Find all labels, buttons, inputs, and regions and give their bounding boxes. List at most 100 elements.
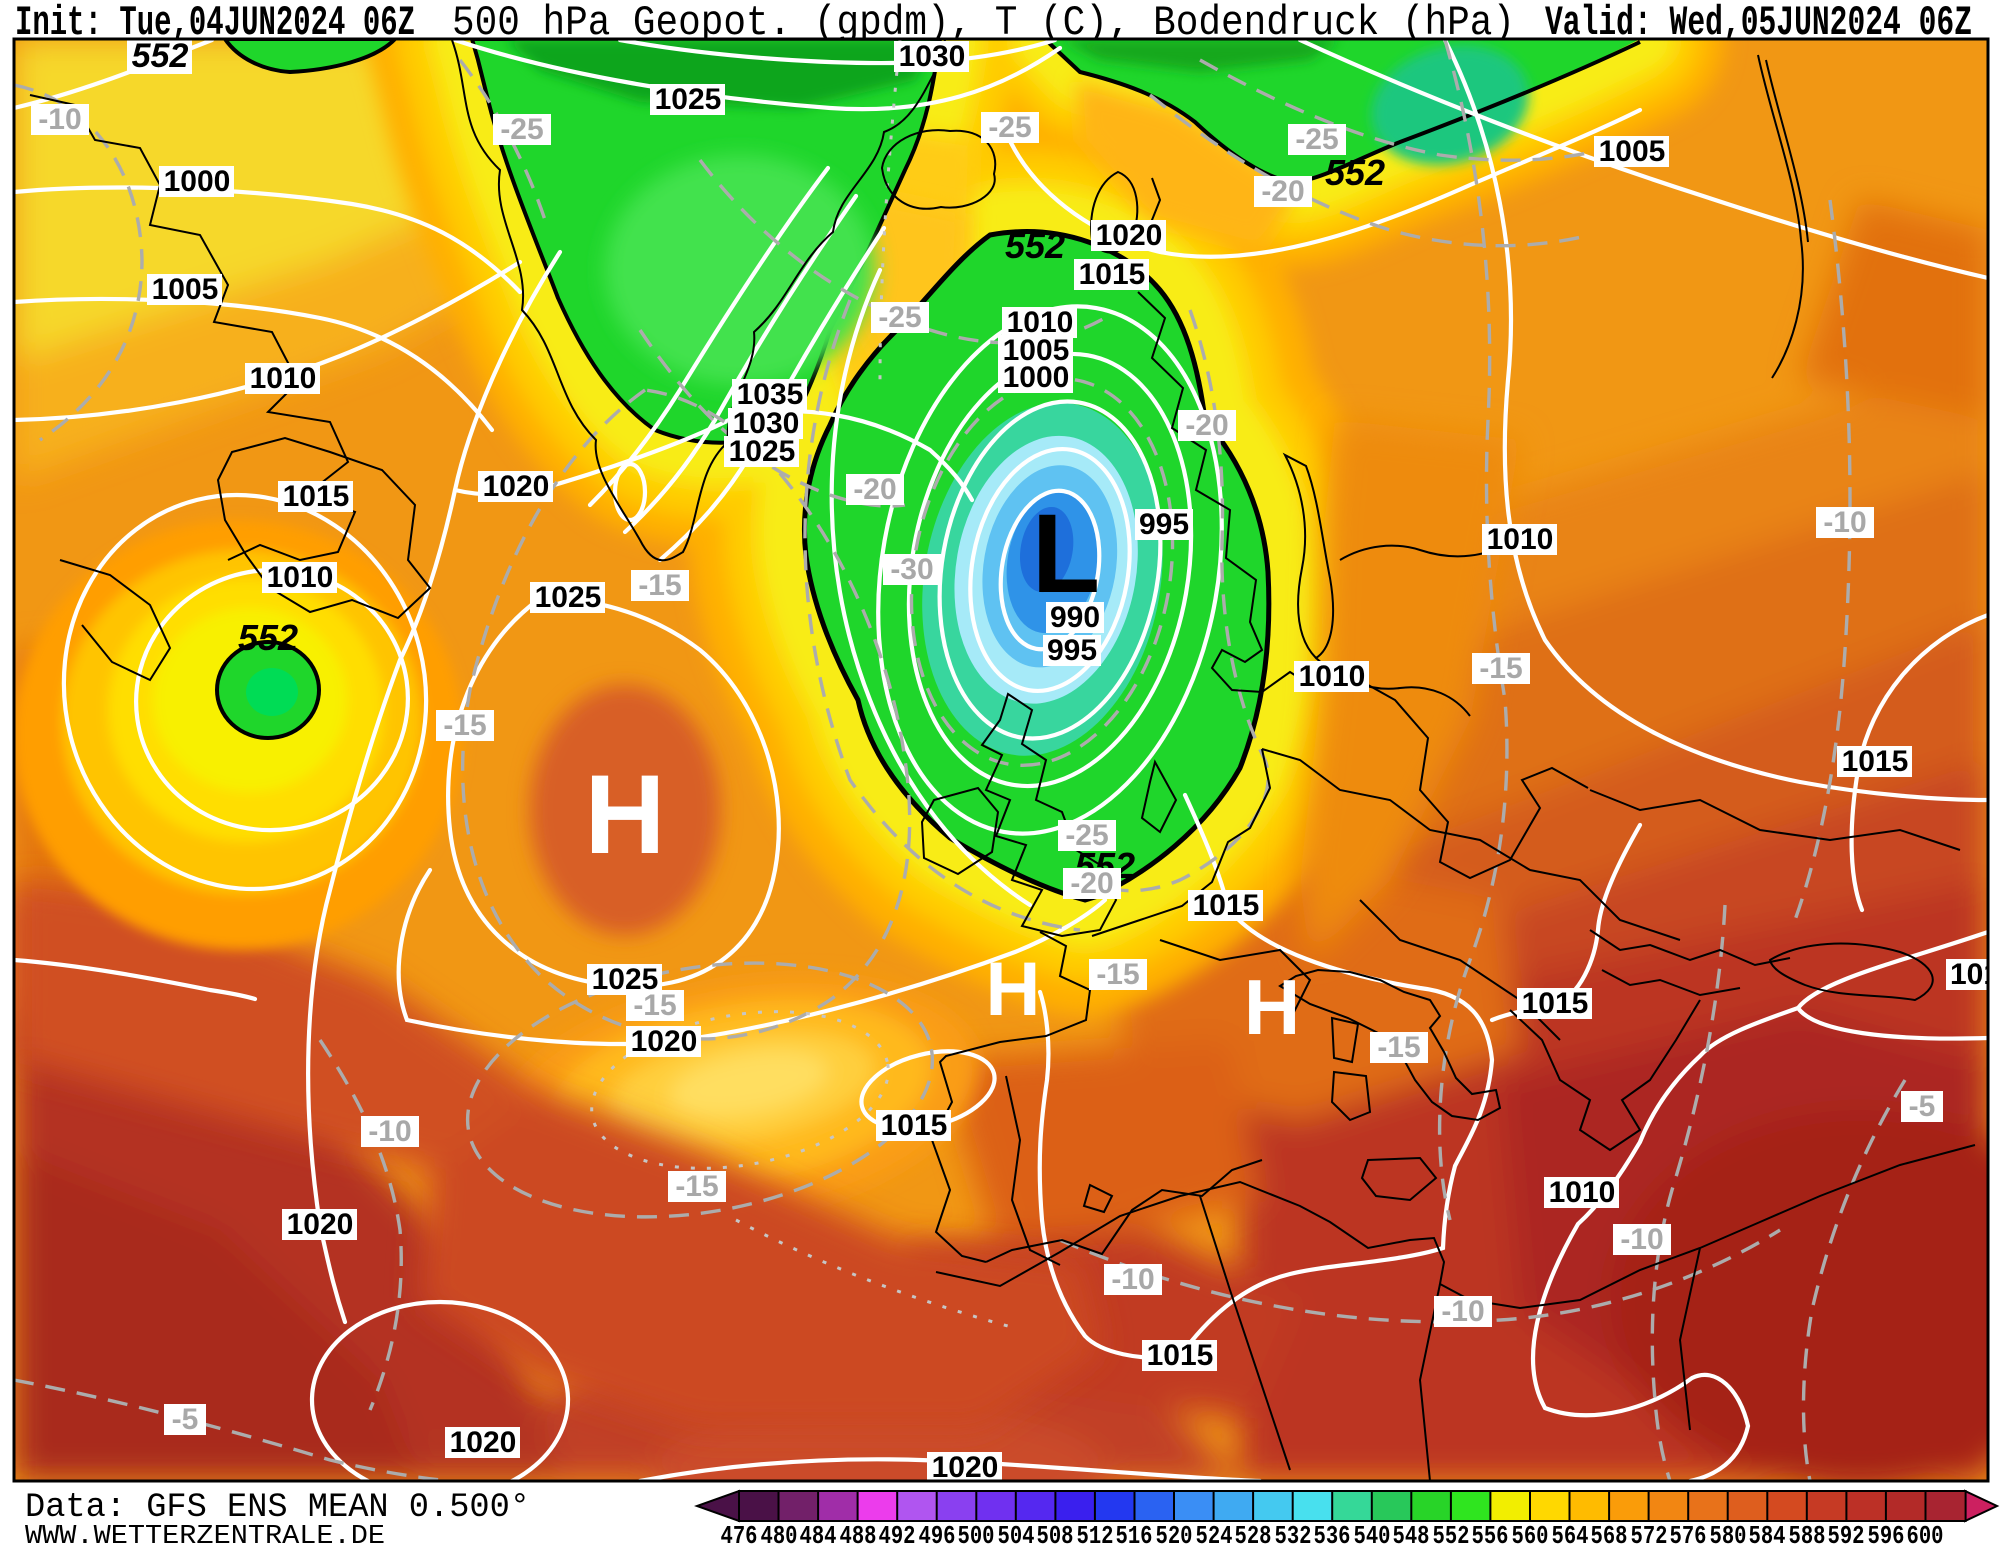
svg-text:524: 524	[1196, 1521, 1233, 1545]
svg-text:552: 552	[1325, 152, 1385, 193]
svg-text:1015: 1015	[1193, 889, 1260, 922]
svg-text:-15: -15	[633, 989, 676, 1022]
svg-text:1000: 1000	[164, 165, 231, 198]
svg-text:-15: -15	[443, 709, 486, 742]
svg-text:1005: 1005	[1599, 135, 1666, 168]
svg-text:600: 600	[1907, 1521, 1944, 1545]
svg-text:1025: 1025	[535, 581, 602, 614]
svg-text:-10: -10	[1111, 1263, 1154, 1296]
svg-text:1015: 1015	[1842, 745, 1909, 778]
svg-text:-25: -25	[1295, 123, 1338, 156]
svg-text:1020: 1020	[932, 1451, 999, 1484]
svg-text:508: 508	[1037, 1521, 1074, 1545]
svg-text:1035: 1035	[737, 378, 804, 411]
svg-text:1015: 1015	[283, 480, 350, 513]
svg-text:476: 476	[721, 1521, 758, 1545]
svg-text:101: 101	[1950, 958, 2000, 991]
svg-text:-15: -15	[1479, 652, 1522, 685]
svg-text:1015: 1015	[1522, 987, 1589, 1020]
svg-text:488: 488	[840, 1521, 877, 1545]
svg-text:1020: 1020	[631, 1025, 698, 1058]
svg-text:1015: 1015	[881, 1109, 948, 1142]
svg-text:576: 576	[1670, 1521, 1707, 1545]
svg-text:1010: 1010	[1007, 306, 1074, 339]
svg-text:-25: -25	[500, 113, 543, 146]
svg-text:504: 504	[998, 1521, 1035, 1545]
svg-text:-25: -25	[1065, 819, 1108, 852]
svg-text:1010: 1010	[1299, 660, 1366, 693]
svg-text:588: 588	[1789, 1521, 1826, 1545]
svg-text:-10: -10	[1620, 1223, 1663, 1256]
svg-text:-5: -5	[1909, 1090, 1936, 1123]
svg-text:1005: 1005	[152, 273, 219, 306]
svg-text:1010: 1010	[267, 561, 334, 594]
svg-text:552: 552	[1433, 1521, 1470, 1545]
svg-text:-10: -10	[1441, 1295, 1484, 1328]
svg-text:548: 548	[1393, 1521, 1430, 1545]
svg-text:1025: 1025	[729, 435, 796, 468]
svg-text:536: 536	[1314, 1521, 1351, 1545]
svg-text:552: 552	[132, 37, 189, 75]
svg-text:-25: -25	[878, 301, 921, 334]
svg-text:1005: 1005	[1003, 334, 1070, 367]
svg-text:1030: 1030	[733, 407, 800, 440]
svg-text:-20: -20	[853, 473, 896, 506]
svg-text:516: 516	[1116, 1521, 1153, 1545]
svg-text:1020: 1020	[287, 1208, 354, 1241]
svg-text:564: 564	[1552, 1521, 1589, 1545]
svg-text:-10: -10	[38, 103, 81, 136]
svg-text:512: 512	[1077, 1521, 1114, 1545]
svg-text:572: 572	[1631, 1521, 1668, 1545]
svg-text:1025: 1025	[655, 83, 722, 116]
svg-text:-20: -20	[1185, 409, 1228, 442]
svg-text:560: 560	[1512, 1521, 1549, 1545]
svg-text:1010: 1010	[1549, 1176, 1616, 1209]
svg-text:L: L	[1032, 491, 1100, 616]
svg-text:1030: 1030	[899, 40, 966, 73]
svg-text:-10: -10	[368, 1115, 411, 1148]
svg-text:1020: 1020	[483, 470, 550, 503]
svg-text:WWW.WETTERZENTRALE.DE: WWW.WETTERZENTRALE.DE	[25, 1522, 385, 1545]
svg-text:-15: -15	[1377, 1031, 1420, 1064]
svg-text:480: 480	[761, 1521, 798, 1545]
svg-text:484: 484	[800, 1521, 837, 1545]
svg-text:-25: -25	[988, 111, 1031, 144]
svg-text:596: 596	[1868, 1521, 1905, 1545]
svg-text:-10: -10	[1823, 506, 1866, 539]
svg-text:-20: -20	[1261, 175, 1304, 208]
svg-text:552: 552	[1005, 225, 1065, 266]
svg-text:-30: -30	[890, 553, 933, 586]
svg-text:532: 532	[1275, 1521, 1312, 1545]
svg-text:492: 492	[879, 1521, 916, 1545]
svg-text:1000: 1000	[1003, 361, 1070, 394]
svg-text:990: 990	[1050, 601, 1100, 634]
svg-text:1015: 1015	[1079, 258, 1146, 291]
svg-text:995: 995	[1047, 634, 1097, 667]
svg-text:-15: -15	[675, 1170, 718, 1203]
svg-text:1020: 1020	[1096, 219, 1163, 252]
svg-text:528: 528	[1235, 1521, 1272, 1545]
svg-text:-20: -20	[1070, 867, 1113, 900]
svg-text:500: 500	[958, 1521, 995, 1545]
svg-text:H: H	[585, 752, 666, 877]
svg-text:-15: -15	[638, 569, 681, 602]
svg-text:1010: 1010	[250, 362, 317, 395]
svg-text:520: 520	[1156, 1521, 1193, 1545]
svg-text:568: 568	[1591, 1521, 1628, 1545]
svg-text:496: 496	[919, 1521, 956, 1545]
svg-text:584: 584	[1749, 1521, 1786, 1545]
svg-text:-15: -15	[1096, 958, 1139, 991]
svg-text:540: 540	[1354, 1521, 1391, 1545]
svg-text:556: 556	[1472, 1521, 1509, 1545]
svg-text:1020: 1020	[450, 1426, 517, 1459]
svg-text:Data: GFS ENS MEAN 0.500°: Data: GFS ENS MEAN 0.500°	[25, 1489, 530, 1527]
svg-text:995: 995	[1139, 508, 1189, 541]
svg-text:-5: -5	[172, 1403, 199, 1436]
svg-text:1015: 1015	[1147, 1339, 1214, 1372]
svg-text:1010: 1010	[1487, 523, 1554, 556]
svg-text:592: 592	[1828, 1521, 1865, 1545]
svg-text:H: H	[1244, 963, 1300, 1051]
svg-text:H: H	[986, 947, 1041, 1032]
svg-text:552: 552	[238, 617, 298, 658]
svg-text:580: 580	[1710, 1521, 1747, 1545]
